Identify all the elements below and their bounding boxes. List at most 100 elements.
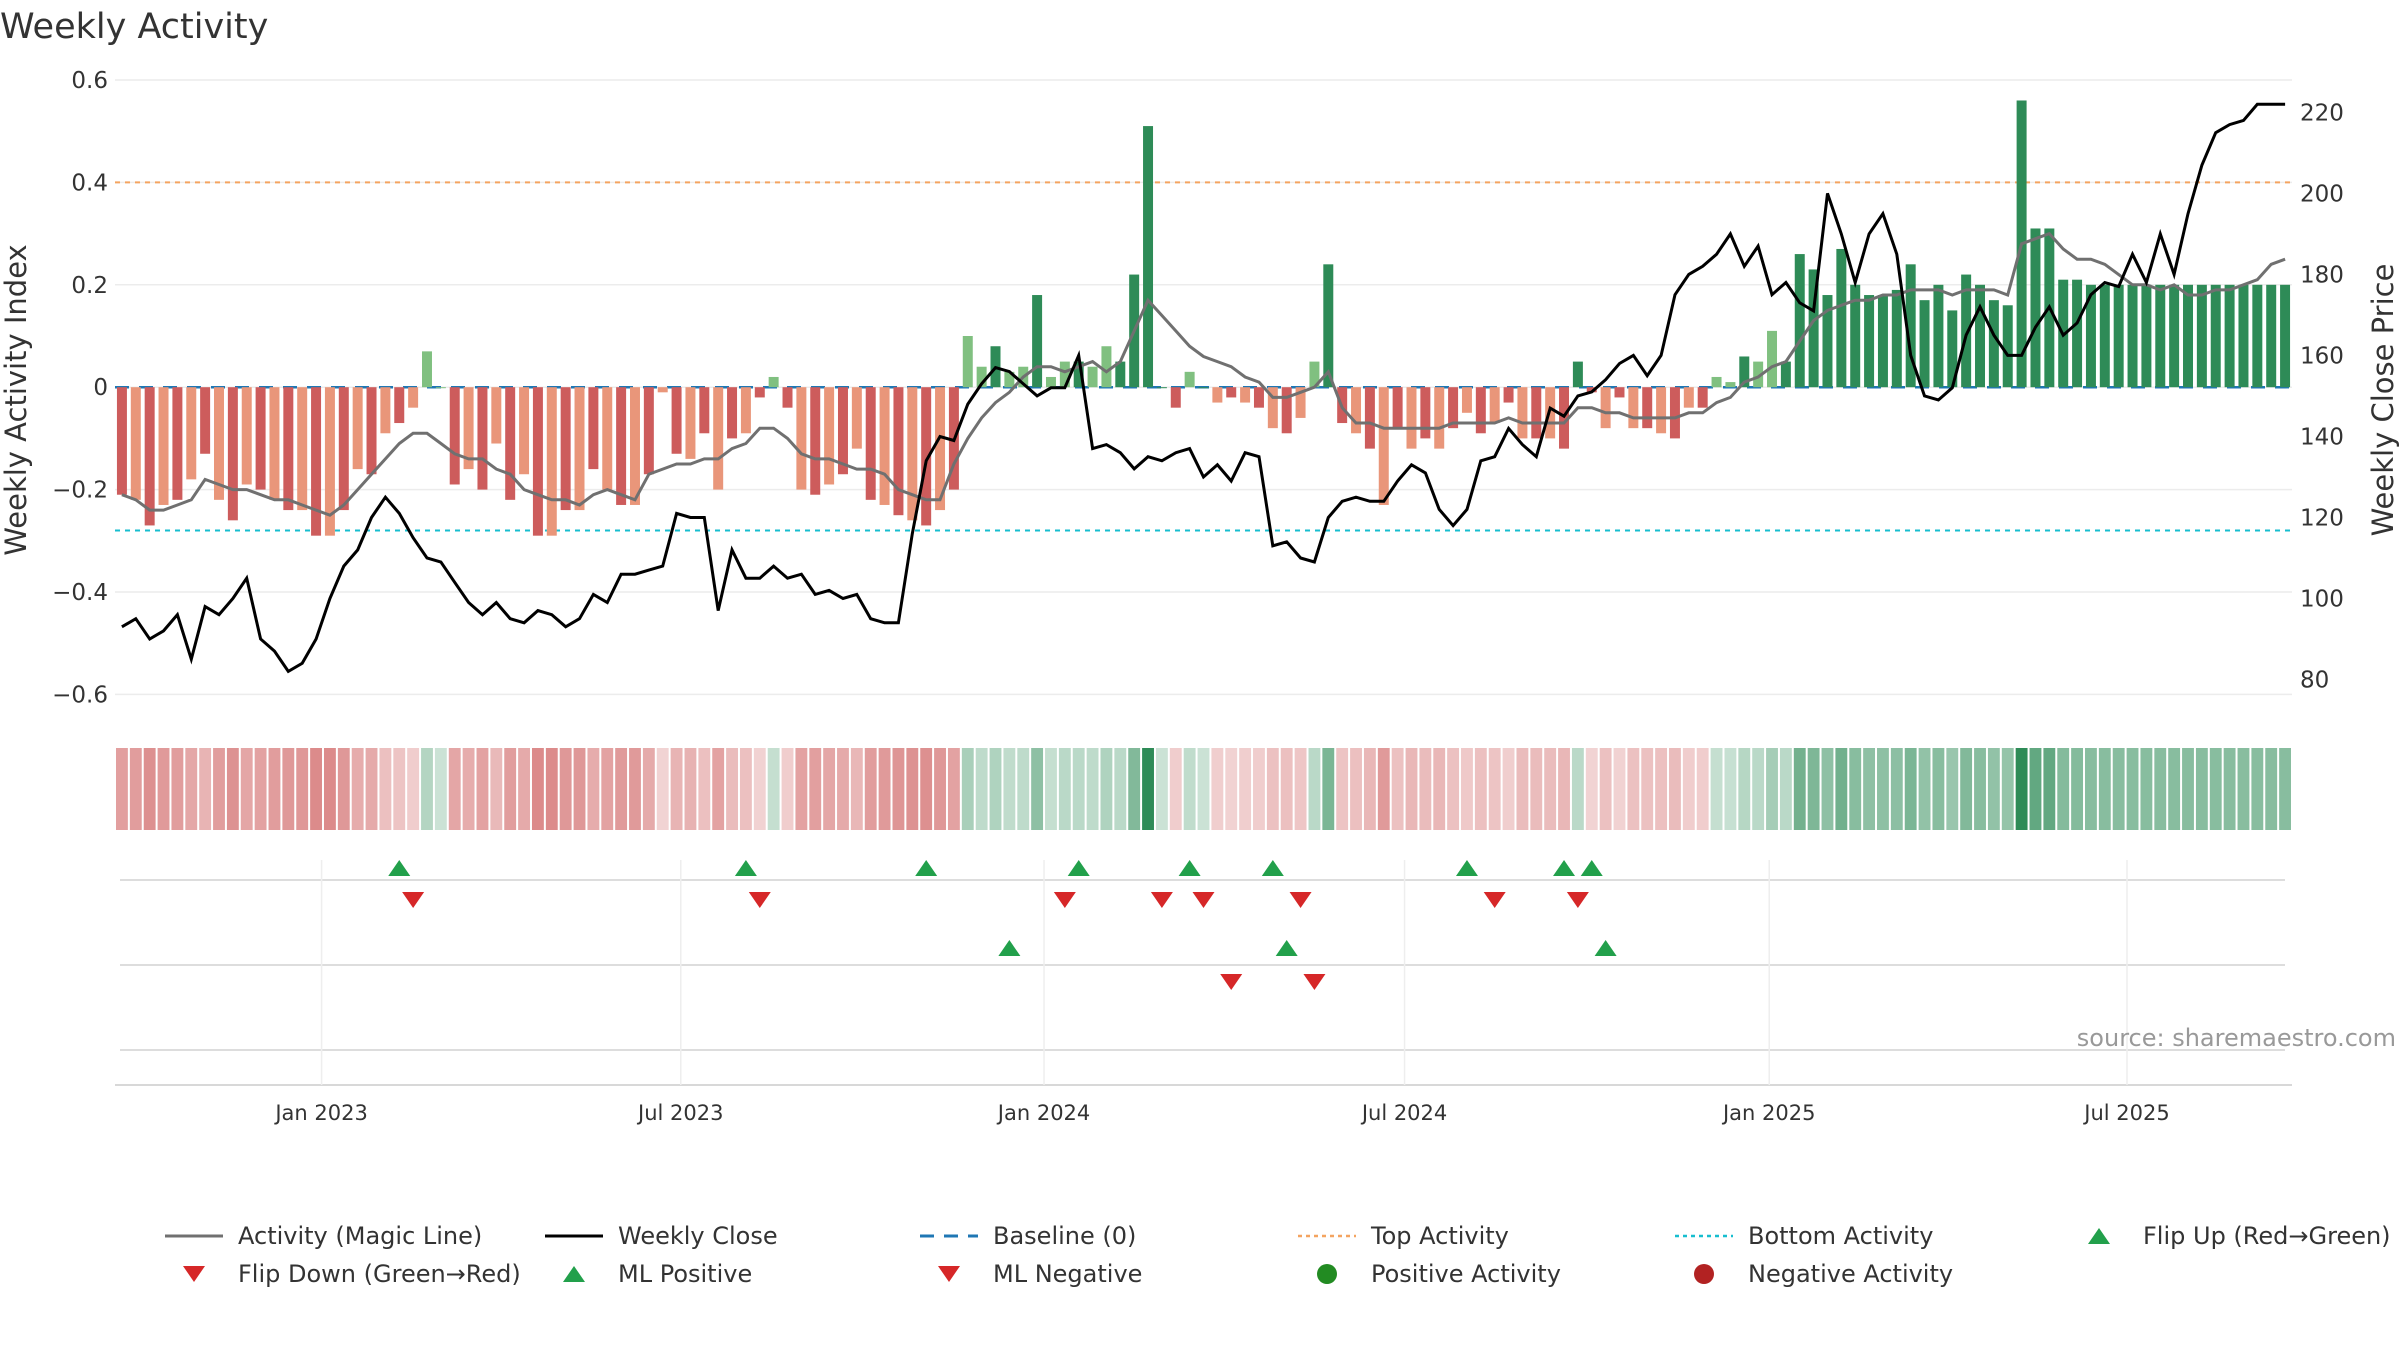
heat-cell bbox=[240, 748, 253, 830]
activity-bar bbox=[1045, 376, 1056, 388]
activity-bar bbox=[1988, 300, 1999, 388]
x-tick-label: Jan 2024 bbox=[996, 1101, 1091, 1125]
heat-cell bbox=[1211, 748, 1224, 830]
heat-cell bbox=[739, 748, 752, 830]
heat-cell bbox=[1308, 748, 1321, 830]
activity-bar bbox=[158, 387, 169, 505]
heat-cell bbox=[1336, 748, 1349, 830]
heat-cell bbox=[1877, 748, 1889, 830]
activity-bar bbox=[1406, 387, 1417, 449]
activity-bar bbox=[255, 387, 266, 490]
activity-bar bbox=[1489, 387, 1500, 424]
activity-bar bbox=[1475, 387, 1486, 434]
heat-cell bbox=[462, 748, 475, 830]
activity-bar bbox=[2169, 284, 2180, 388]
heat-cell bbox=[684, 748, 697, 830]
activity-bar bbox=[519, 387, 530, 475]
flip-down-marker bbox=[1150, 892, 1173, 908]
flip-up-marker bbox=[1553, 860, 1576, 876]
y-left-tick-label: −0.2 bbox=[52, 478, 108, 504]
activity-bar bbox=[685, 387, 696, 459]
activity-bar bbox=[2266, 284, 2277, 388]
heat-cell bbox=[351, 748, 364, 830]
activity-bar bbox=[144, 387, 155, 526]
activity-bar bbox=[186, 387, 197, 480]
activity-bar bbox=[1628, 387, 1639, 429]
activity-bar bbox=[713, 387, 724, 490]
activity-bar bbox=[2210, 284, 2221, 388]
activity-bar bbox=[1309, 361, 1320, 388]
heat-cell bbox=[1724, 748, 1737, 830]
legend-item: ML Negative bbox=[938, 1260, 1142, 1288]
heat-cell bbox=[1294, 748, 1307, 830]
x-tick-label: Jul 2025 bbox=[2082, 1101, 2169, 1125]
legend-swatch bbox=[2088, 1228, 2110, 1244]
heat-cell bbox=[1100, 748, 1113, 830]
activity-bar bbox=[851, 387, 862, 449]
legend-label: Flip Down (Green→Red) bbox=[238, 1260, 521, 1288]
activity-bar bbox=[1295, 387, 1306, 418]
flip-markers bbox=[115, 860, 2292, 1086]
activity-bar bbox=[2252, 284, 2263, 388]
ml-negative-marker bbox=[1303, 974, 1326, 990]
heat-cell bbox=[254, 748, 267, 830]
heat-cell bbox=[1086, 748, 1099, 830]
source-label: source: sharemaestro.com bbox=[2077, 1024, 2396, 1052]
activity-bar bbox=[754, 387, 765, 398]
heat-cell bbox=[393, 748, 406, 830]
heat-cell bbox=[1918, 748, 1931, 830]
heat-cell bbox=[1904, 748, 1917, 830]
heat-cell bbox=[1280, 748, 1293, 830]
heat-cell bbox=[892, 748, 905, 830]
activity-bar bbox=[1877, 295, 1888, 388]
heat-cell bbox=[587, 748, 600, 830]
heat-cell bbox=[2140, 748, 2153, 830]
heat-cell bbox=[1585, 748, 1598, 830]
x-tick-label: Jul 2023 bbox=[636, 1101, 723, 1125]
legend-label: Flip Up (Red→Green) bbox=[2143, 1222, 2391, 1250]
y-right-tick-label: 220 bbox=[2300, 100, 2344, 126]
activity-bar bbox=[616, 387, 627, 505]
chart-title: Weekly Activity bbox=[0, 7, 268, 47]
ml-positive-marker bbox=[1275, 940, 1298, 956]
heat-cell bbox=[2182, 748, 2194, 830]
activity-bar bbox=[1087, 366, 1098, 388]
heat-cell bbox=[1960, 748, 1973, 830]
activity-bar bbox=[1212, 387, 1223, 403]
heat-cell bbox=[143, 748, 156, 830]
heat-cell bbox=[1003, 748, 1016, 830]
activity-bar bbox=[1240, 387, 1251, 403]
legend-swatch bbox=[1694, 1264, 1714, 1284]
heat-cell bbox=[1571, 748, 1584, 830]
activity-bar bbox=[311, 387, 322, 536]
heat-cell bbox=[1752, 748, 1765, 830]
activity-bar bbox=[283, 387, 294, 511]
heat-cell bbox=[1502, 748, 1515, 830]
activity-bar bbox=[1767, 330, 1778, 388]
heat-cell bbox=[310, 748, 322, 830]
activity-bar bbox=[1711, 376, 1722, 388]
heat-cell bbox=[1197, 748, 1210, 830]
activity-bar bbox=[837, 387, 848, 475]
legend-item: Top Activity bbox=[1298, 1222, 1509, 1250]
heat-cell bbox=[712, 748, 725, 830]
heat-cell bbox=[531, 748, 544, 830]
activity-bar bbox=[768, 376, 779, 388]
activity-bar bbox=[1517, 387, 1528, 439]
y-axis-left-label: Weekly Activity Index bbox=[0, 244, 33, 555]
heat-cell bbox=[573, 748, 586, 830]
heat-cell bbox=[1488, 748, 1501, 830]
activity-bar bbox=[2141, 284, 2152, 388]
y-left-tick-label: −0.4 bbox=[52, 580, 108, 606]
activity-bar bbox=[532, 387, 543, 536]
heat-cell bbox=[407, 748, 420, 830]
legend-label: Weekly Close bbox=[618, 1222, 778, 1250]
activity-bar bbox=[1822, 295, 1833, 388]
y-left-tick-label: 0.6 bbox=[71, 68, 108, 94]
activity-bar bbox=[1531, 387, 1542, 439]
heat-cell bbox=[1710, 748, 1723, 830]
heat-cell bbox=[1433, 748, 1446, 830]
activity-bar bbox=[1586, 387, 1597, 393]
activity-bar bbox=[629, 387, 640, 505]
heat-cell bbox=[920, 748, 933, 830]
